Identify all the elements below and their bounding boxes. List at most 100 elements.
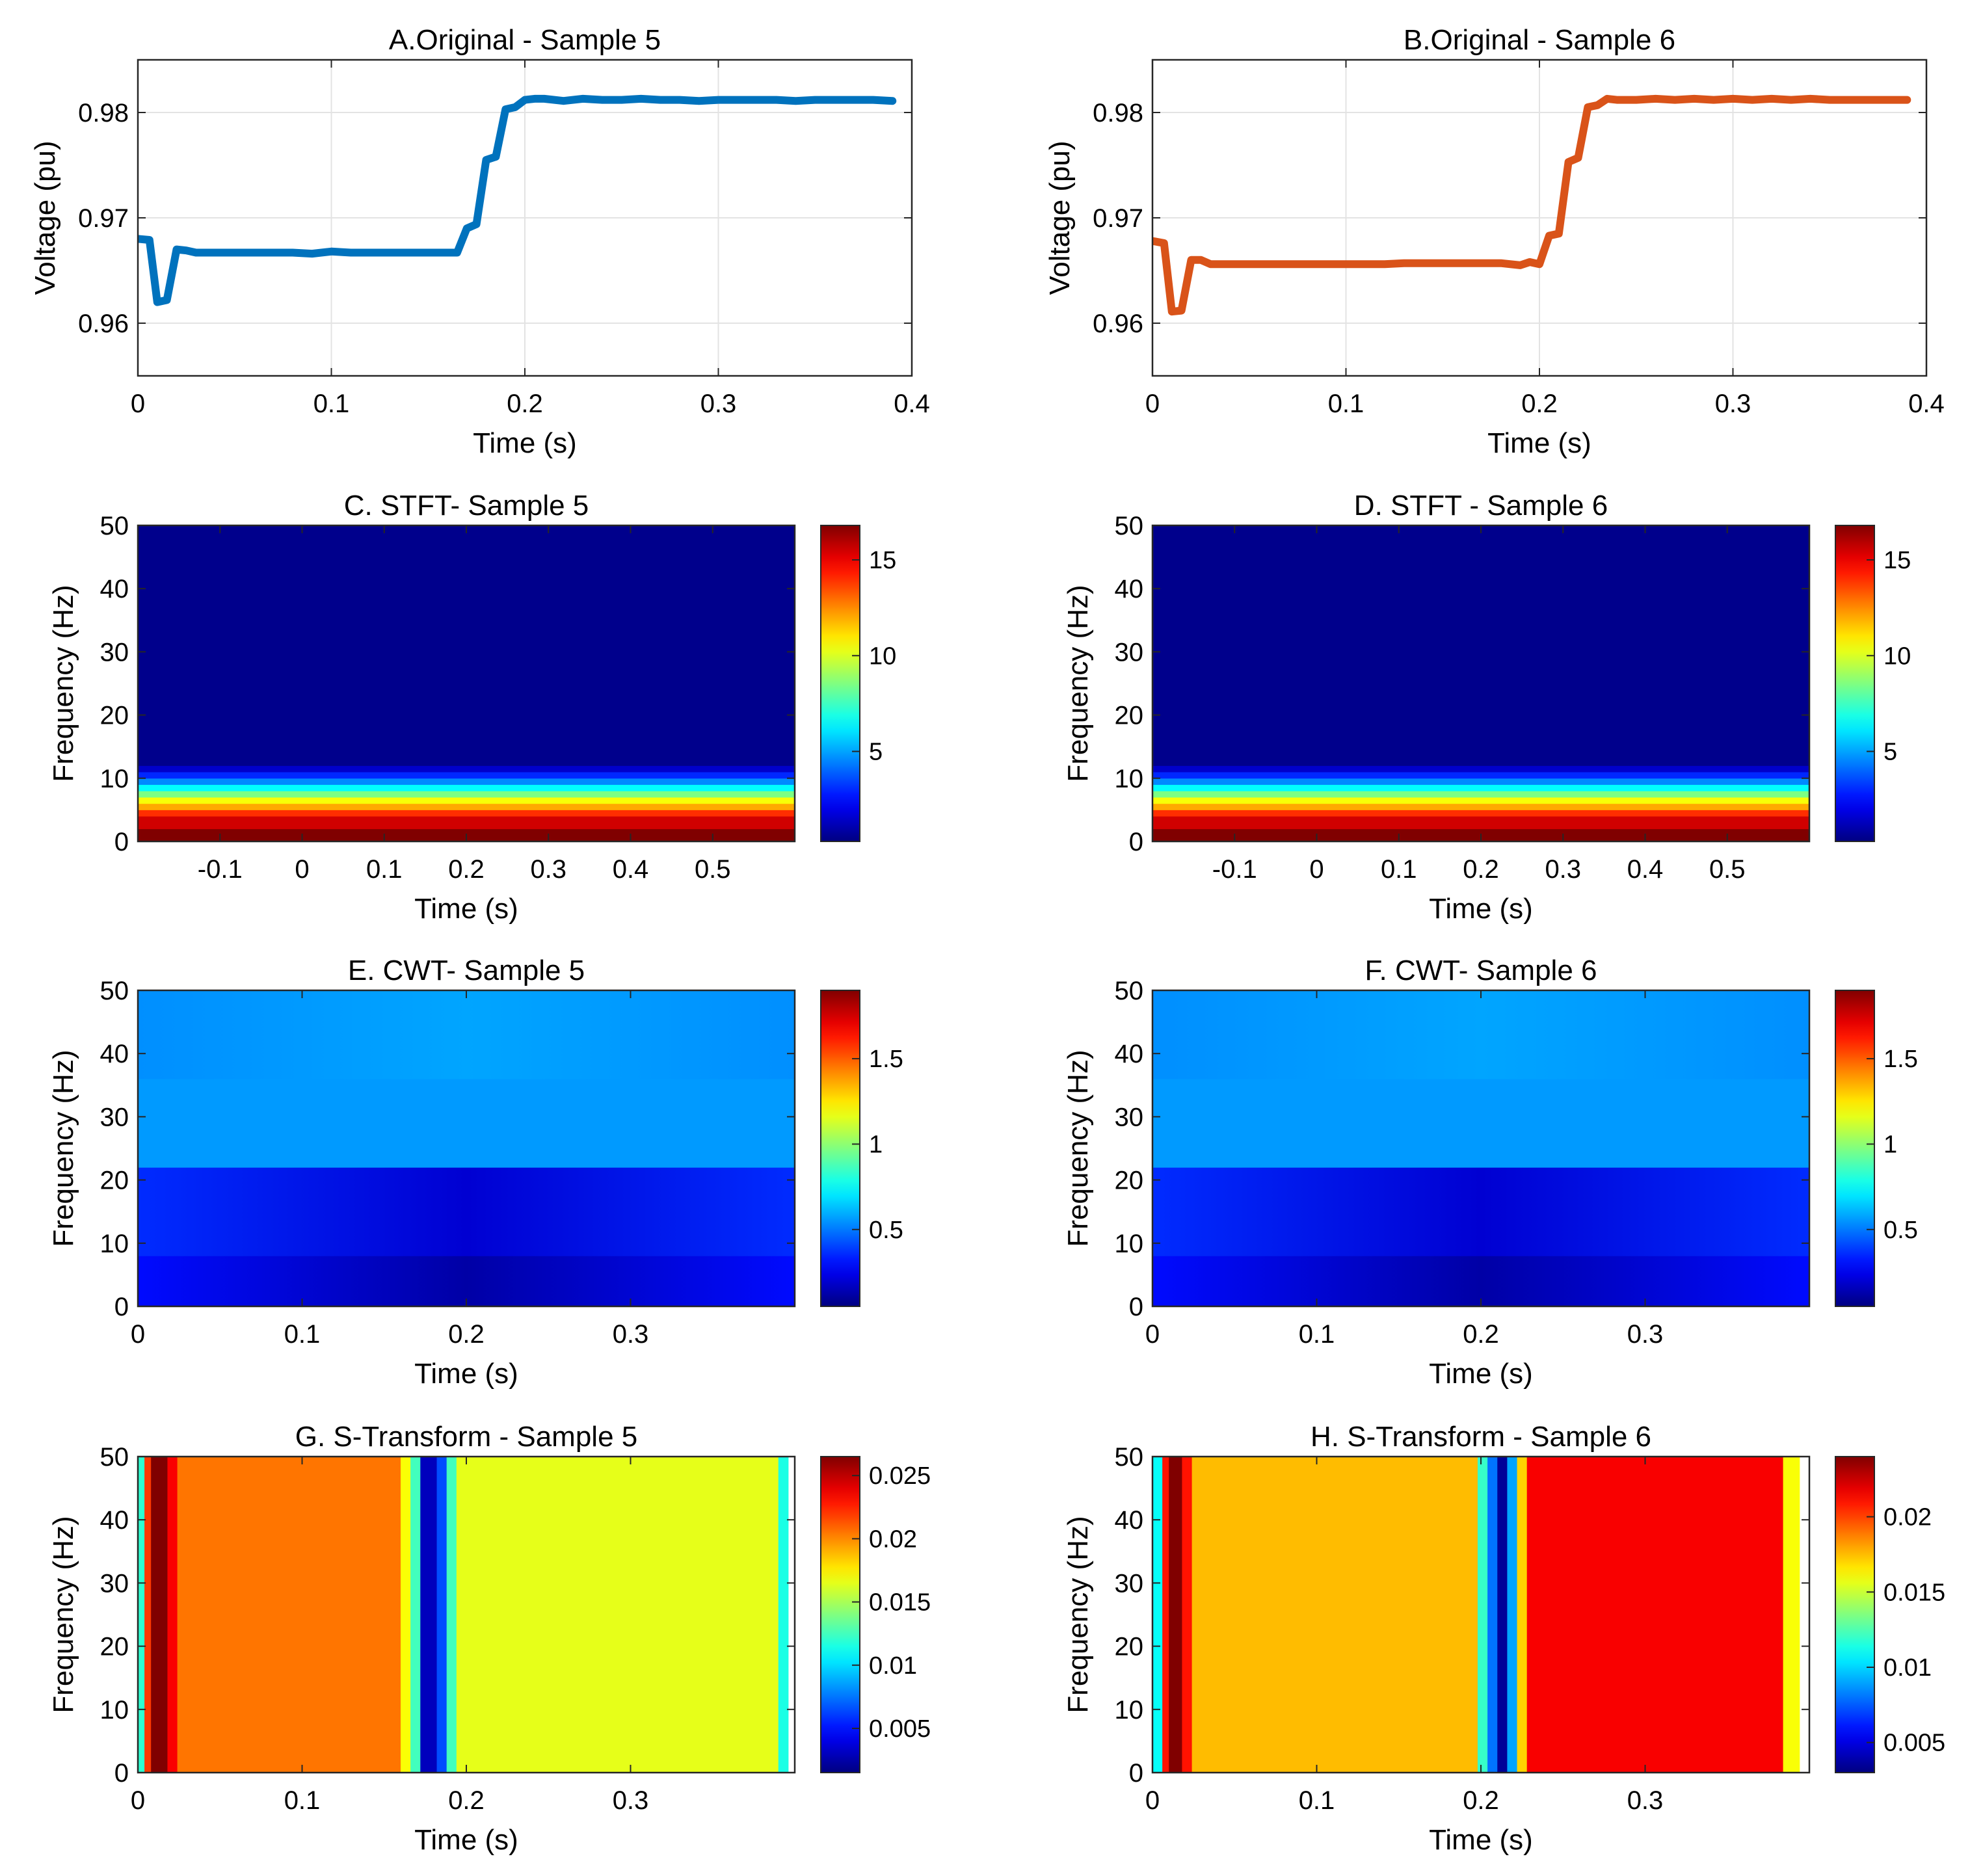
chart-title: B.Original - Sample 6 (1404, 24, 1675, 56)
x-axis-label: Time (s) (414, 1824, 518, 1856)
colorbar-scale (1835, 525, 1875, 842)
x-axis-label: Time (s) (1429, 1824, 1533, 1856)
colorbar-tick-label: 1.5 (869, 1046, 903, 1073)
heatmap-band (138, 778, 795, 786)
colorbar-tick-label: 0.01 (869, 1652, 917, 1680)
panel-d: 5 10 15 -0.1 0 0.1 0.2 0.3 0.4 0.5 0 10 20 30 40 50 D. S… (1062, 490, 1911, 925)
x-axis-label: Time (s) (414, 1358, 518, 1390)
x-tick-label: 0.5 (1709, 855, 1746, 884)
colorbar-scale (820, 1456, 860, 1773)
x-tick-label: 0 (131, 1786, 145, 1815)
y-tick-label: 40 (1115, 575, 1144, 603)
x-tick-label: 0 (131, 1320, 145, 1349)
y-tick-label: 20 (100, 1167, 129, 1195)
heatmap-band (138, 772, 795, 779)
y-tick-label: 10 (100, 1230, 129, 1258)
y-tick-label: 0 (114, 1293, 129, 1321)
x-tick-label: 0 (1145, 1786, 1160, 1815)
y-tick-label: 0.97 (1093, 204, 1143, 233)
heatmap-band (1152, 810, 1809, 817)
y-axis-label: Frequency (Hz) (1062, 1050, 1094, 1247)
y-axis-label: Frequency (Hz) (47, 585, 79, 782)
x-tick-label: 0 (131, 390, 145, 418)
y-axis-label: Frequency (Hz) (1062, 585, 1094, 782)
heatmap-segment (410, 1457, 421, 1773)
y-tick-label: 20 (1115, 702, 1144, 730)
heatmap-band (138, 990, 795, 1079)
heatmap-band (138, 816, 795, 830)
heatmap-segment (1507, 1457, 1518, 1773)
y-axis-label: Frequency (Hz) (47, 1050, 79, 1247)
heatmap-band (138, 525, 795, 766)
x-tick-label: 0.2 (448, 1786, 485, 1815)
y-tick-label: 10 (100, 765, 129, 793)
heatmap-segment (1517, 1457, 1528, 1773)
x-tick-label: 0.2 (448, 855, 485, 884)
heatmap-band (138, 784, 795, 791)
y-axis-label: Voltage (pu) (29, 140, 61, 295)
chart-title: H. S-Transform - Sample 6 (1311, 1421, 1651, 1453)
y-tick-label: 10 (1115, 765, 1144, 793)
colorbar-scale (820, 525, 860, 842)
x-tick-label: 0.3 (613, 1320, 649, 1349)
chart-title: C. STFT- Sample 5 (344, 490, 589, 522)
panel-c: 5 10 15 -0.1 0 0.1 0.2 0.3 0.4 0.5 0 10 20 30 40 50 C. S… (47, 490, 896, 925)
heatmap-segment (151, 1457, 168, 1773)
heatmap-segment (436, 1457, 447, 1773)
colorbar: 0.005 0.01 0.015 0.02 (1835, 1456, 1945, 1773)
heatmap-segment (144, 1457, 152, 1773)
x-tick-label: 0.1 (1299, 1786, 1335, 1815)
colorbar-scale (820, 990, 860, 1307)
colorbar-tick-label: 0.5 (1883, 1217, 1918, 1244)
colorbar-tick-label: 1 (1883, 1131, 1897, 1158)
y-tick-label: 50 (100, 512, 129, 540)
y-tick-label: 40 (100, 1506, 129, 1535)
chart-title: E. CWT- Sample 5 (348, 955, 585, 986)
y-tick-label: 0.96 (78, 310, 129, 338)
x-axis-label: Time (s) (1429, 1358, 1533, 1390)
heatmap-band (1152, 784, 1809, 791)
heatmap-band (1152, 778, 1809, 786)
panel-g: 0.005 0.01 0.015 0.02 0.025 0 0.1 0.2 0.3 0 10 20 30… (47, 1421, 931, 1856)
heatmap-segment (778, 1457, 789, 1773)
colorbar-tick-label: 5 (869, 739, 883, 766)
heatmap-segment (456, 1457, 779, 1773)
x-tick-label: 0.1 (284, 1786, 321, 1815)
colorbar-tick-label: 0.02 (869, 1526, 917, 1553)
y-tick-label: 30 (1115, 1103, 1144, 1131)
x-tick-label: 0.3 (1545, 855, 1581, 884)
panel-h: 0.005 0.01 0.015 0.02 0 0.1 0.2 0.3 0 10 20 30 40 50 H… (1062, 1421, 1945, 1856)
heatmap (138, 1457, 789, 1773)
series-line (138, 94, 897, 306)
x-tick-label: -0.1 (198, 855, 243, 884)
x-tick-label: -0.1 (1212, 855, 1257, 884)
heatmap-band (138, 791, 795, 798)
heatmap (1152, 525, 1809, 842)
heatmap-segment (446, 1457, 457, 1773)
y-axis-label: Voltage (pu) (1044, 140, 1076, 295)
x-tick-label: 0.4 (613, 855, 649, 884)
heatmap-segment (401, 1457, 411, 1773)
colorbar-tick-label: 0.02 (1883, 1504, 1932, 1531)
chart-title: D. STFT - Sample 6 (1354, 490, 1608, 522)
colorbar-tick-label: 0.01 (1883, 1654, 1932, 1682)
heatmap-segment (138, 1457, 145, 1773)
colorbar-tick-label: 1.5 (1883, 1046, 1918, 1073)
y-tick-label: 20 (100, 1633, 129, 1661)
heatmap-segment (1526, 1457, 1784, 1773)
x-tick-label: 0.2 (1521, 390, 1558, 418)
x-tick-label: 0.2 (1463, 855, 1499, 884)
y-tick-label: 30 (100, 1569, 129, 1598)
colorbar-tick-label: 0.015 (869, 1589, 931, 1617)
heatmap-band (138, 1079, 795, 1168)
heatmap-segment (1182, 1457, 1193, 1773)
x-tick-label: 0.3 (1627, 1320, 1664, 1349)
y-tick-label: 0 (1129, 1759, 1143, 1788)
heatmap (138, 990, 795, 1307)
heatmap-band (1152, 1167, 1809, 1256)
y-tick-label: 0.97 (78, 204, 129, 233)
panel-a: 0 0.1 0.2 0.3 0.4 0.96 0.97 0.98 A.Original - Sa… (29, 24, 930, 459)
y-tick-label: 30 (1115, 638, 1144, 667)
x-tick-label: 0 (1145, 1320, 1160, 1349)
